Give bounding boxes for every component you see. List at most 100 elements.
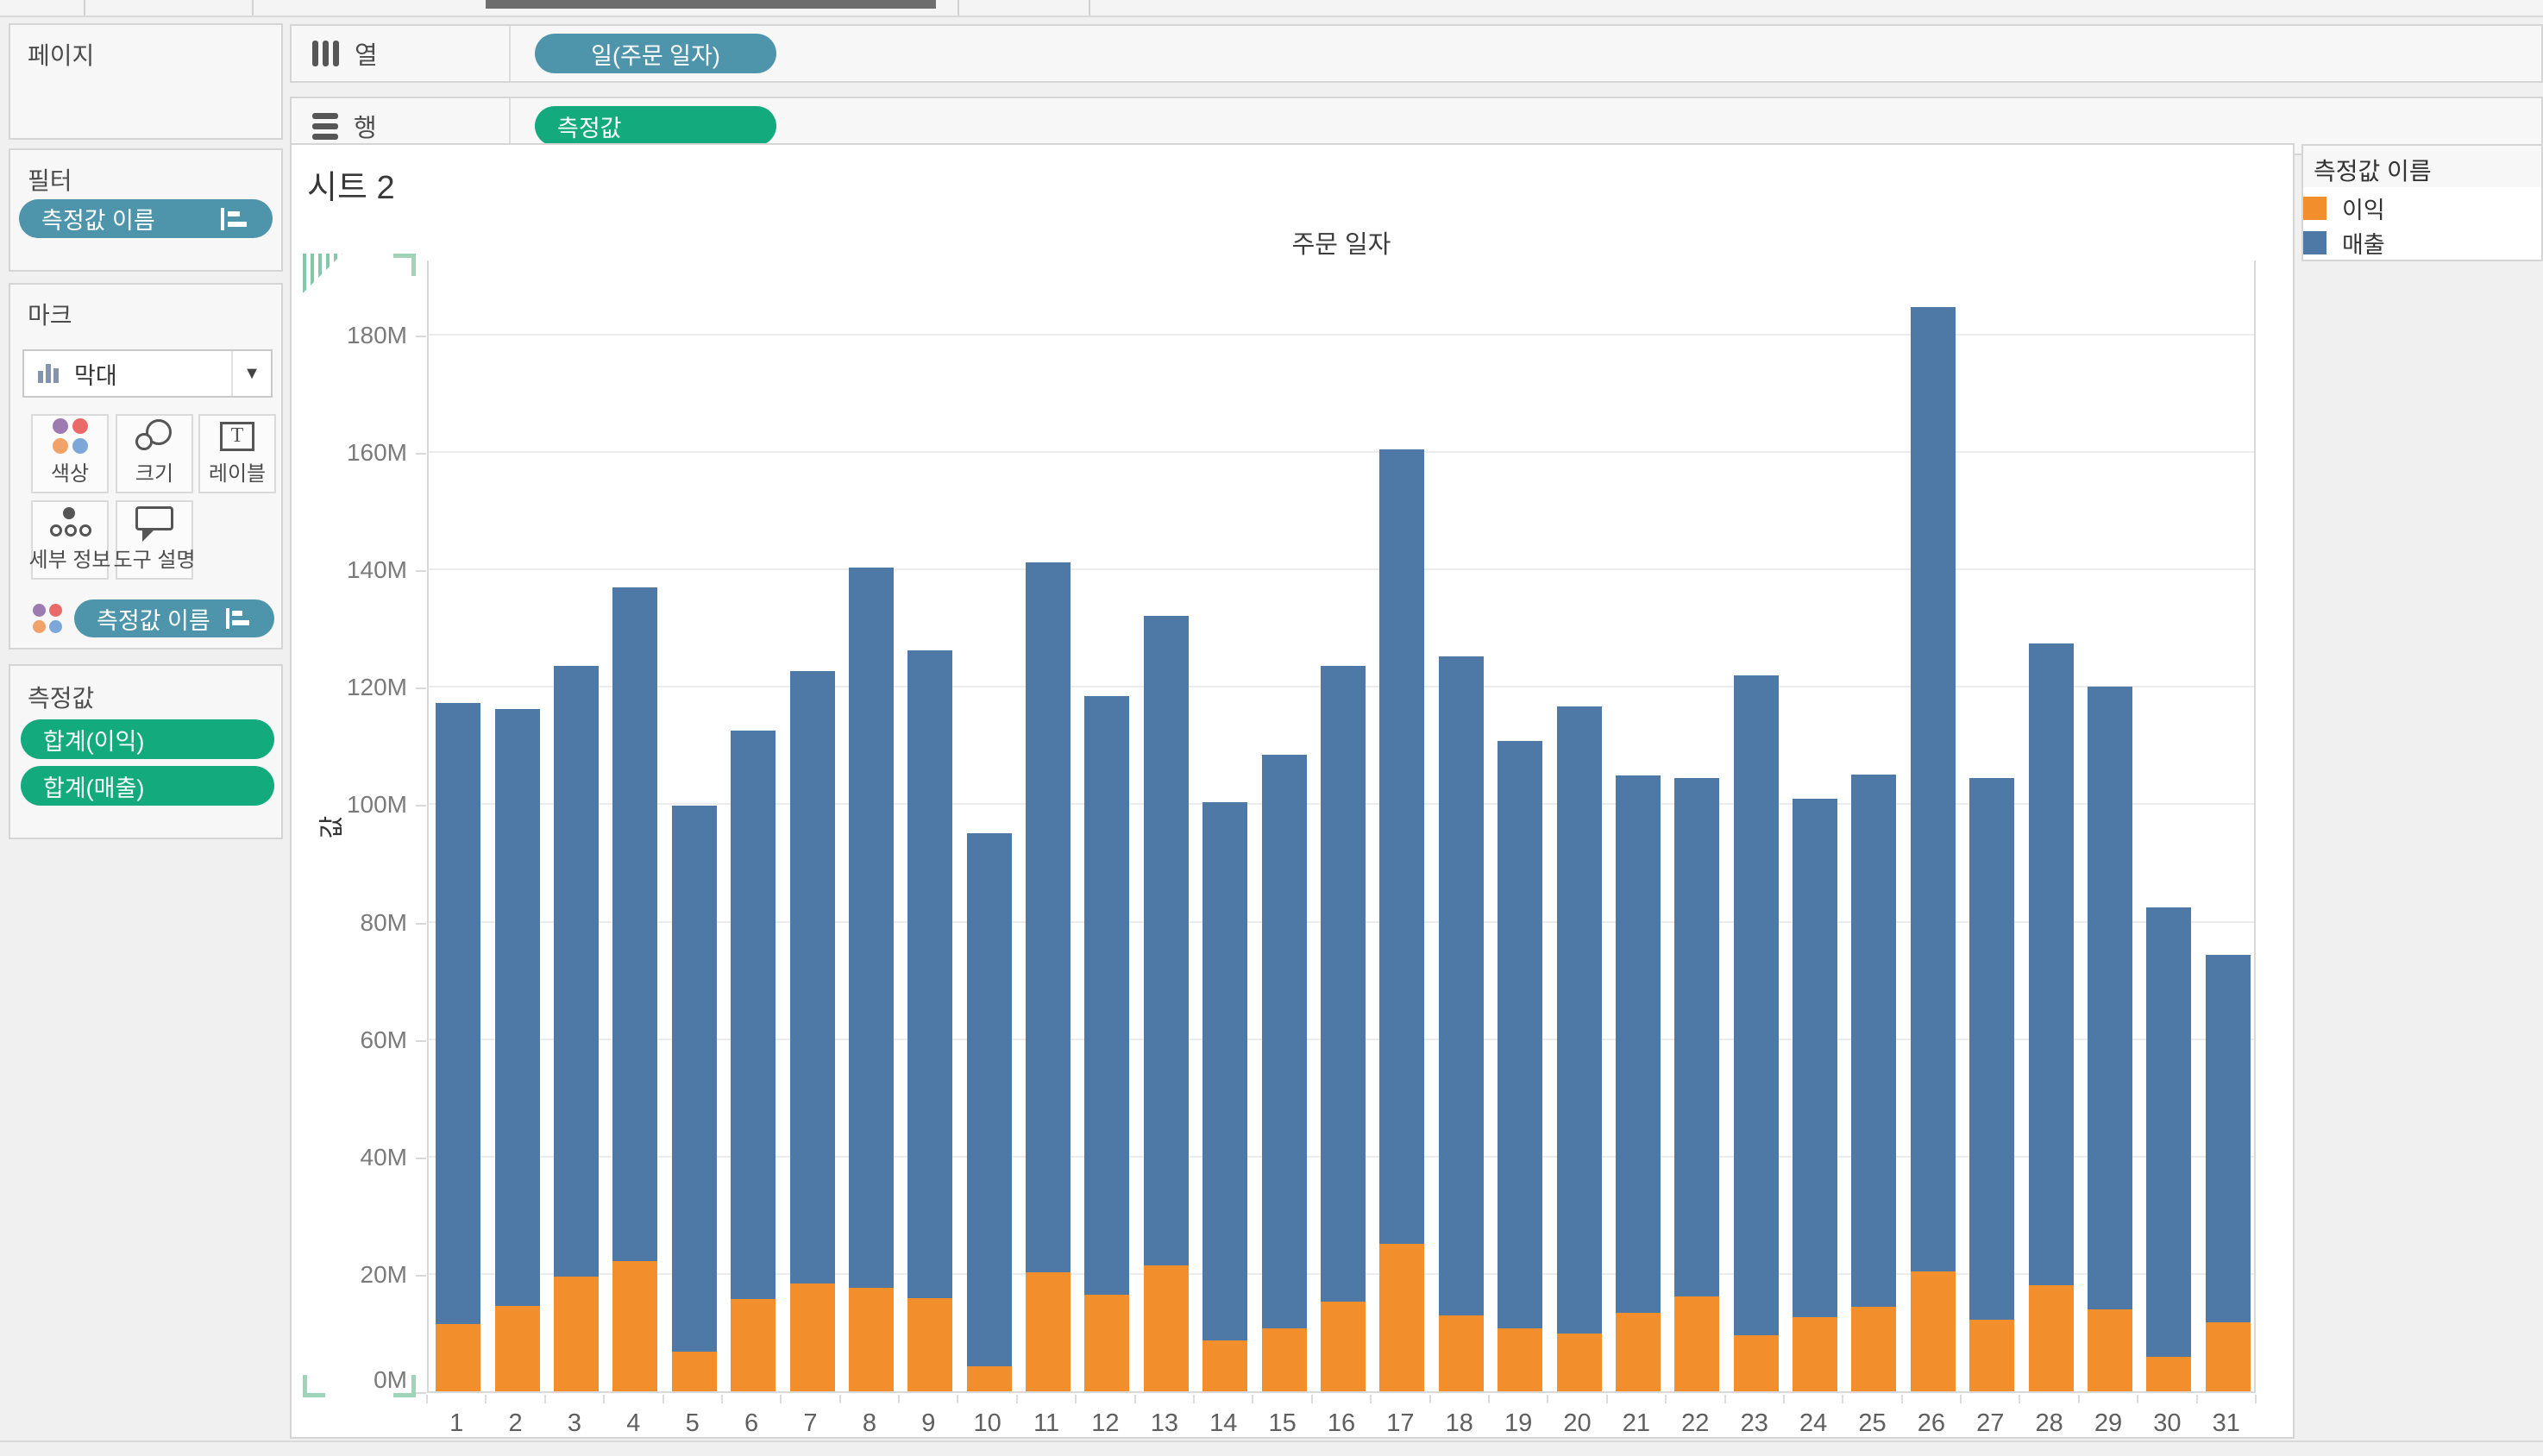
bar-29-이익[interactable] xyxy=(2088,1309,2133,1391)
bar-2-매출[interactable] xyxy=(494,709,540,1306)
bar-15-이익[interactable] xyxy=(1261,1327,1307,1391)
measure-values-card: 측정값 합계(이익) 합계(매출) xyxy=(9,664,283,839)
bar-26-매출[interactable] xyxy=(1910,306,1956,1272)
bar-6-이익[interactable] xyxy=(731,1299,776,1391)
marks-card-title: 마크 xyxy=(28,302,72,329)
measure-pill-sales[interactable]: 합계(매출) xyxy=(21,766,274,806)
bar-1-이익[interactable] xyxy=(436,1324,481,1391)
x-tick-label: 6 xyxy=(744,1409,759,1437)
bar-21-매출[interactable] xyxy=(1615,775,1661,1313)
bar-8-매출[interactable] xyxy=(848,568,894,1288)
bar-14-이익[interactable] xyxy=(1202,1340,1248,1391)
bar-17-이익[interactable] xyxy=(1379,1244,1425,1391)
bar-20-이익[interactable] xyxy=(1556,1334,1602,1391)
bar-21-이익[interactable] xyxy=(1615,1312,1661,1391)
toolbar-divider xyxy=(958,0,959,16)
bar-25-매출[interactable] xyxy=(1851,774,1897,1307)
shelf-divider xyxy=(509,98,511,154)
bar-3-매출[interactable] xyxy=(553,666,599,1277)
bar-25-이익[interactable] xyxy=(1851,1307,1897,1391)
bar-13-매출[interactable] xyxy=(1143,615,1189,1265)
selection-corner-bottom-right xyxy=(393,1375,416,1397)
legend-item-profit[interactable]: 이익 xyxy=(2303,194,2541,223)
text-label-icon: T xyxy=(200,416,274,456)
tooltip-button[interactable]: 도구 설명 xyxy=(114,500,196,580)
mark-type-dropdown[interactable]: 막대 ▼ xyxy=(22,349,273,398)
x-tick-mark xyxy=(1842,1395,1844,1403)
bar-5-이익[interactable] xyxy=(671,1351,717,1391)
bar-24-매출[interactable] xyxy=(1793,799,1838,1317)
x-tick-mark xyxy=(2019,1395,2021,1403)
dropdown-separator xyxy=(231,351,233,396)
legend-card: 측정값 이름 이익 매출 xyxy=(2301,144,2543,261)
columns-pill-day[interactable]: 일(주문 일자) xyxy=(535,34,776,73)
x-tick-label: 30 xyxy=(2153,1409,2182,1437)
bar-31-이익[interactable] xyxy=(2205,1321,2251,1391)
axis-selection-triangle[interactable] xyxy=(303,254,342,293)
bar-7-매출[interactable] xyxy=(789,670,835,1283)
measure-pill-profit[interactable]: 합계(이익) xyxy=(21,719,274,759)
detail-button[interactable]: 세부 정보 xyxy=(29,500,111,580)
bar-10-매출[interactable] xyxy=(966,832,1012,1366)
bar-26-이익[interactable] xyxy=(1910,1271,1956,1391)
filter-pill-measure-names[interactable]: 측정값 이름 xyxy=(19,199,273,238)
bar-11-매출[interactable] xyxy=(1026,562,1071,1272)
bar-5-매출[interactable] xyxy=(671,805,717,1352)
bar-27-매출[interactable] xyxy=(1969,778,2015,1320)
rows-pill-measure-values[interactable]: 측정값 xyxy=(535,106,776,146)
bar-29-매출[interactable] xyxy=(2088,687,2133,1310)
bar-9-매출[interactable] xyxy=(907,650,953,1299)
bar-14-매출[interactable] xyxy=(1202,802,1248,1340)
bar-24-이익[interactable] xyxy=(1793,1316,1838,1391)
bar-18-이익[interactable] xyxy=(1438,1315,1484,1391)
bar-30-이익[interactable] xyxy=(2146,1356,2192,1391)
bar-4-매출[interactable] xyxy=(612,587,658,1261)
bar-9-이익[interactable] xyxy=(907,1298,953,1391)
bar-20-매출[interactable] xyxy=(1556,706,1602,1334)
rows-pill-label: 측정값 xyxy=(557,115,622,141)
y-tick-label: 120M xyxy=(346,674,407,701)
bar-11-이익[interactable] xyxy=(1026,1271,1071,1391)
bar-17-매출[interactable] xyxy=(1379,449,1425,1245)
bar-16-매출[interactable] xyxy=(1321,666,1366,1302)
bar-22-매출[interactable] xyxy=(1674,778,1720,1297)
bar-22-이익[interactable] xyxy=(1674,1296,1720,1391)
bottom-strip xyxy=(0,1440,2543,1456)
shelf-divider xyxy=(509,26,511,81)
bar-23-매출[interactable] xyxy=(1733,675,1779,1335)
bar-15-매출[interactable] xyxy=(1261,754,1307,1328)
bar-8-이익[interactable] xyxy=(848,1287,894,1391)
bar-12-매출[interactable] xyxy=(1084,695,1130,1295)
marks-pill-measure-names[interactable]: 측정값 이름 xyxy=(74,599,274,637)
bar-10-이익[interactable] xyxy=(966,1365,1012,1391)
chart-title: 주문 일자 xyxy=(1291,231,1391,259)
bar-19-이익[interactable] xyxy=(1498,1327,1543,1391)
y-tick-mark xyxy=(416,335,426,337)
bar-23-이익[interactable] xyxy=(1733,1334,1779,1391)
bar-28-매출[interactable] xyxy=(2028,643,2074,1285)
x-tick-label: 2 xyxy=(508,1409,523,1437)
selection-corner-top-right xyxy=(393,254,416,276)
bar-18-매출[interactable] xyxy=(1438,656,1484,1316)
bar-chart-icon xyxy=(38,364,59,383)
bar-2-이익[interactable] xyxy=(494,1305,540,1391)
bar-3-이익[interactable] xyxy=(553,1276,599,1391)
bar-6-매출[interactable] xyxy=(731,731,776,1300)
bar-12-이익[interactable] xyxy=(1084,1294,1130,1391)
plot-pane[interactable] xyxy=(427,260,2256,1393)
bar-7-이익[interactable] xyxy=(789,1283,835,1391)
size-button[interactable]: 크기 xyxy=(116,414,193,493)
bar-27-이익[interactable] xyxy=(1969,1319,2015,1391)
bar-16-이익[interactable] xyxy=(1321,1301,1366,1391)
bar-31-매출[interactable] xyxy=(2205,954,2251,1322)
color-button[interactable]: 색상 xyxy=(31,414,109,493)
legend-item-sales[interactable]: 매출 xyxy=(2303,229,2541,258)
bar-4-이익[interactable] xyxy=(612,1260,658,1391)
bar-28-이익[interactable] xyxy=(2028,1284,2074,1391)
bar-1-매출[interactable] xyxy=(436,702,481,1325)
bar-19-매출[interactable] xyxy=(1498,740,1543,1328)
bar-30-매출[interactable] xyxy=(2146,907,2192,1357)
y-tick-mark xyxy=(416,805,426,807)
bar-13-이익[interactable] xyxy=(1143,1265,1189,1391)
label-button[interactable]: T 레이블 xyxy=(198,414,276,493)
